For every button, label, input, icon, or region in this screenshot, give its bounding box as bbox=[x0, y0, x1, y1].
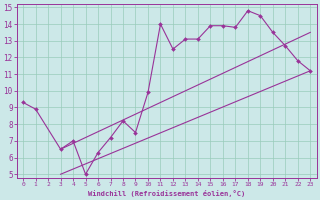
X-axis label: Windchill (Refroidissement éolien,°C): Windchill (Refroidissement éolien,°C) bbox=[88, 190, 245, 197]
